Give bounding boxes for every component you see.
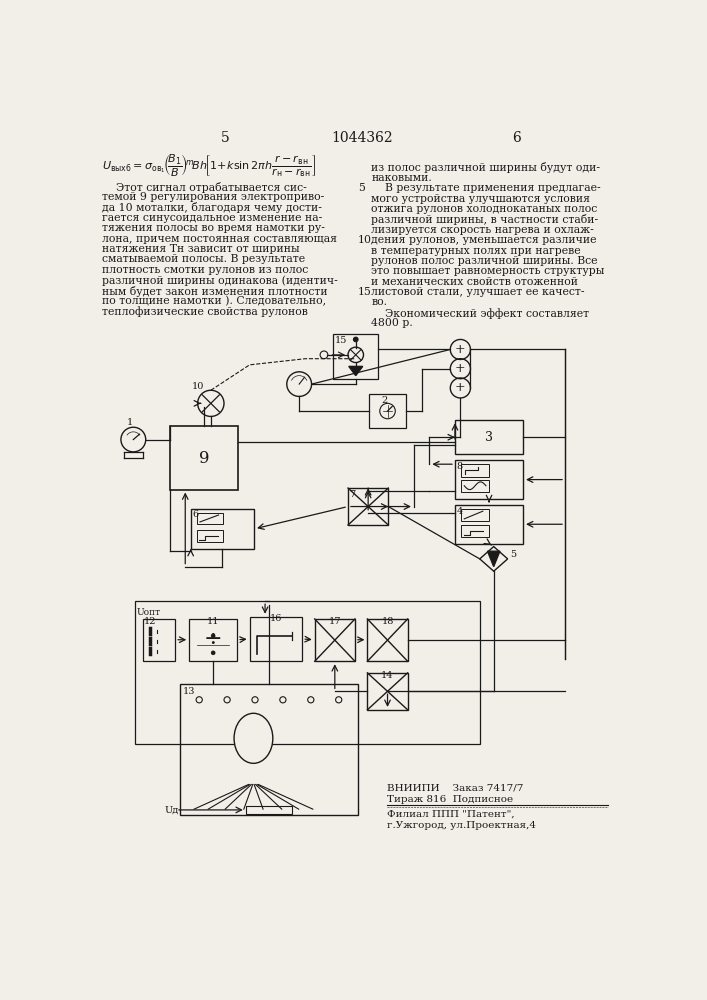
Text: +: + (455, 381, 466, 394)
Ellipse shape (234, 713, 273, 763)
Text: 1044362: 1044362 (331, 131, 393, 145)
Bar (461, 480, 489, 492)
Text: теплофизические свойства рулонов: теплофизические свойства рулонов (103, 306, 308, 317)
Text: ным будет закон изменения плотности: ным будет закон изменения плотности (103, 286, 328, 297)
Circle shape (211, 651, 215, 655)
Text: г.Ужгород, ул.Проектная,4: г.Ужгород, ул.Проектная,4 (387, 821, 536, 830)
Bar (197, 530, 223, 542)
Text: лона, причем постоянная составляющая: лона, причем постоянная составляющая (103, 234, 337, 244)
Text: отжига рулонов холоднокатаных полос: отжига рулонов холоднокатаных полос (371, 204, 597, 214)
Text: 5: 5 (221, 131, 230, 145)
Text: 1: 1 (127, 418, 134, 427)
Text: Тираж 816  Подписное: Тираж 816 Подписное (387, 795, 513, 804)
Bar (455, 460, 523, 499)
Bar (455, 420, 523, 454)
Circle shape (211, 634, 215, 638)
Text: ÷: ÷ (204, 629, 223, 651)
Text: и механических свойств отоженной: и механических свойств отоженной (371, 277, 578, 287)
Text: 5: 5 (358, 183, 365, 193)
Text: 15: 15 (335, 336, 347, 345)
Text: рулонов полос различной ширины. Все: рулонов полос различной ширины. Все (371, 256, 597, 266)
Bar (461, 525, 489, 537)
Text: 4: 4 (457, 507, 463, 516)
Text: 18: 18 (381, 617, 394, 626)
Text: 11: 11 (207, 617, 219, 626)
Text: лизируется скорость нагрева и охлаж-: лизируется скорость нагрева и охлаж- (371, 225, 594, 235)
Text: листовой стали, улучшает ее качест-: листовой стали, улучшает ее качест- (371, 287, 585, 297)
Text: из полос различной ширины будут оди-: из полос различной ширины будут оди- (371, 162, 600, 173)
Text: сматываемой полосы. В результате: сматываемой полосы. В результате (103, 254, 305, 264)
Text: 13: 13 (183, 687, 195, 696)
Text: 14: 14 (381, 671, 394, 680)
Text: 4800 р.: 4800 р. (371, 318, 413, 328)
Text: различной ширины одинакова (идентич-: различной ширины одинакова (идентич- (103, 275, 338, 286)
Text: 9: 9 (199, 450, 209, 467)
Text: наковыми.: наковыми. (371, 173, 432, 183)
Text: 2: 2 (381, 396, 387, 405)
Text: 7: 7 (349, 490, 356, 499)
Text: темой 9 регулирования электроприво-: темой 9 регулирования электроприво- (103, 192, 325, 202)
Text: в температурных полях при нагреве: в температурных полях при нагреве (371, 246, 581, 256)
Bar (189, 619, 237, 661)
Text: ВНИИПИ    Заказ 7417/7: ВНИИПИ Заказ 7417/7 (387, 784, 523, 793)
Text: 15: 15 (358, 287, 372, 297)
Text: +: + (455, 362, 466, 375)
Bar (180, 684, 358, 815)
Text: во.: во. (371, 297, 387, 307)
Text: 17: 17 (329, 617, 341, 626)
Text: 12: 12 (144, 617, 157, 626)
Bar (250, 617, 303, 661)
Text: Филиал ППП "Патент",: Филиал ППП "Патент", (387, 810, 515, 819)
Bar (197, 513, 223, 524)
Bar (135, 601, 480, 744)
Text: плотность смотки рулонов из полос: плотность смотки рулонов из полос (103, 265, 308, 275)
Text: гается синусоидальное изменение на-: гается синусоидальное изменение на- (103, 213, 322, 223)
Text: Этот сигнал отрабатывается сис-: Этот сигнал отрабатывается сис- (103, 182, 307, 193)
Text: 6: 6 (513, 131, 521, 145)
Text: различной ширины, в частности стаби-: различной ширины, в частности стаби- (371, 214, 598, 225)
Bar (348, 488, 388, 525)
Text: 3: 3 (485, 431, 493, 444)
Text: по толщине намотки ). Следовательно,: по толщине намотки ). Следовательно, (103, 296, 327, 306)
Bar (143, 619, 175, 661)
Text: $U_{\text{вых6}} = \sigma_{\text{ов}_1}\!\left(\!\dfrac{B_1}{B}\!\right)^{\!m}\!: $U_{\text{вых6}} = \sigma_{\text{ов}_1}\… (103, 152, 317, 179)
Bar (170, 426, 238, 490)
Polygon shape (349, 366, 363, 376)
Text: 8: 8 (457, 462, 462, 471)
Text: Uопт: Uопт (136, 608, 160, 617)
Text: дения рулонов, уменьшается различие: дения рулонов, уменьшается различие (371, 235, 597, 245)
Circle shape (354, 337, 358, 342)
Bar (455, 505, 523, 544)
Bar (315, 619, 355, 661)
Text: +: + (455, 343, 466, 356)
Text: да 10 моталки, благодаря чему дости-: да 10 моталки, благодаря чему дости- (103, 202, 322, 213)
Text: натяжения Тн зависит от ширины: натяжения Тн зависит от ширины (103, 244, 300, 254)
Text: 10: 10 (192, 382, 204, 391)
Bar (191, 509, 255, 549)
Text: 16: 16 (270, 614, 282, 623)
Bar (461, 509, 489, 521)
Bar (368, 619, 408, 661)
Text: 10: 10 (358, 235, 372, 245)
Text: Uд: Uд (164, 806, 179, 815)
Bar (369, 394, 406, 428)
Bar (246, 806, 292, 814)
Text: это повышает равномерность структуры: это повышает равномерность структуры (371, 266, 604, 276)
Bar (368, 673, 408, 710)
Text: В результате применения предлагае-: В результате применения предлагае- (371, 183, 601, 193)
Text: мого устройства улучшаются условия: мого устройства улучшаются условия (371, 194, 590, 204)
Bar (333, 334, 378, 379)
Bar (461, 464, 489, 477)
Text: Экономический эффект составляет: Экономический эффект составляет (371, 308, 590, 319)
Polygon shape (488, 551, 500, 567)
Text: тяжения полосы во время намотки ру-: тяжения полосы во время намотки ру- (103, 223, 325, 233)
Text: 5: 5 (510, 550, 516, 559)
Text: 6: 6 (192, 510, 199, 519)
